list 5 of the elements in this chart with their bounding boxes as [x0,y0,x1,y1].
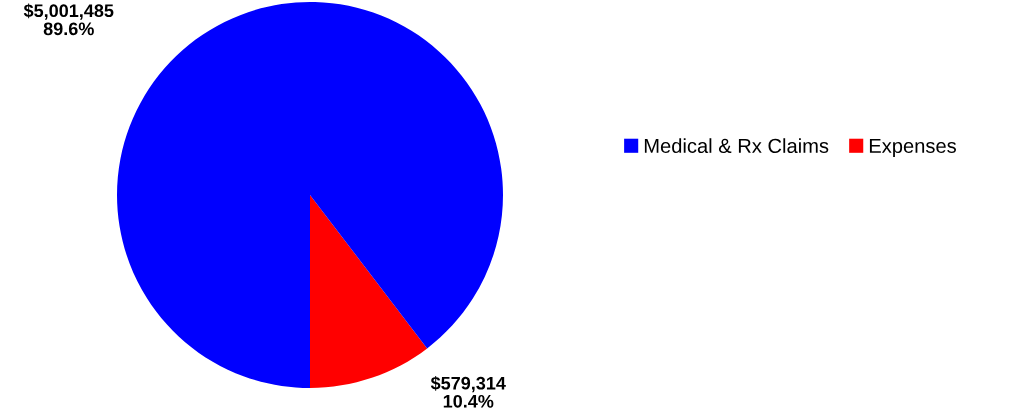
data-label: $579,314 10.4% [430,375,506,408]
data-label: $5,001,485 89.6% [23,3,114,36]
pie-slice [310,195,428,388]
legend-label: Expenses [869,138,956,157]
legend-label: Medical & Rx Claims [644,138,829,154]
